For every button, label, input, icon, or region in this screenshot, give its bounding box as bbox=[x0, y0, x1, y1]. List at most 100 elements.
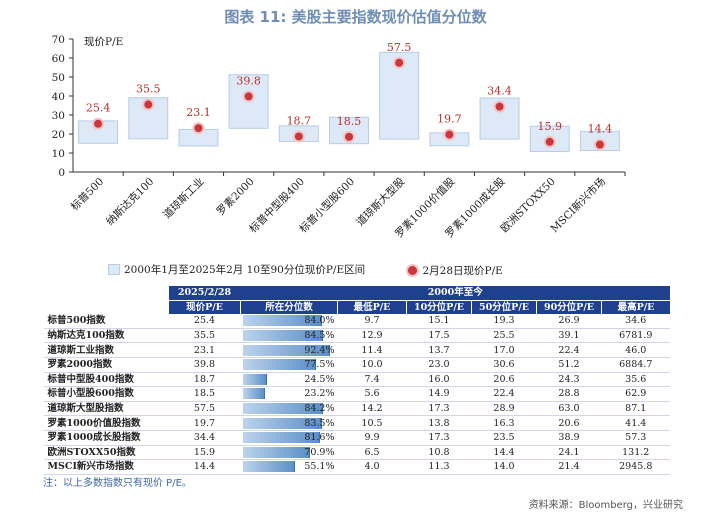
valuation-table: 2025/2/28 2000年至今 现价P/E 所在分位数 最低P/E 10分位… bbox=[43, 286, 670, 475]
percentile-bar-fill bbox=[242, 344, 331, 356]
cell-min: 10.5 bbox=[337, 415, 407, 431]
y-tick-label: 0 bbox=[58, 167, 65, 179]
cell-pe: 25.4 bbox=[168, 314, 241, 329]
cell-pct: 92.4% bbox=[240, 342, 338, 358]
cell-max: 35.6 bbox=[601, 372, 670, 388]
x-tick-label: 纳斯达克100 bbox=[103, 175, 156, 228]
y-axis-label: 现价P/E bbox=[84, 36, 123, 48]
percentile-bar: 83.5% bbox=[242, 417, 337, 430]
y-tick-label: 70 bbox=[52, 34, 65, 46]
y-axis: 0 10 20 30 40 50 60 70 bbox=[52, 34, 625, 179]
cell-p10: 17.3 bbox=[406, 401, 472, 417]
cell-max: 6781.9 bbox=[601, 328, 670, 344]
percentile-label: 55.1% bbox=[304, 461, 335, 473]
cell-pe: 18.7 bbox=[168, 372, 241, 388]
cell-p90: 63.0 bbox=[536, 401, 602, 417]
y-tick-label: 60 bbox=[52, 53, 65, 65]
cell-max: 131.2 bbox=[601, 445, 670, 461]
cell-name: 纳斯达克100指数 bbox=[43, 328, 169, 344]
cell-p90: 51.2 bbox=[536, 357, 602, 373]
legend-range-label: 2000年1月至2025年2月 10至90分位现价P/E区间 bbox=[124, 264, 366, 276]
cell-pe: 34.4 bbox=[168, 430, 241, 446]
x-tick-label: 道琼斯工业 bbox=[160, 175, 206, 221]
current-value-label: 19.7 bbox=[437, 113, 462, 126]
percentile-bar-fill bbox=[242, 330, 323, 342]
percentile-label: 84.5% bbox=[304, 330, 335, 342]
cell-pct: 84.5% bbox=[240, 328, 338, 344]
cell-p90: 28.8 bbox=[536, 386, 602, 402]
figure-title: 图表 11: 美股主要指数现价估值分位数 bbox=[224, 8, 487, 26]
current-point bbox=[94, 119, 103, 128]
table-corner bbox=[43, 286, 169, 301]
cell-min: 6.5 bbox=[337, 445, 407, 461]
y-tick-label: 30 bbox=[52, 110, 65, 122]
current-value-label: 23.1 bbox=[186, 106, 211, 119]
cell-min: 7.4 bbox=[337, 372, 407, 388]
cell-p50: 14.0 bbox=[471, 459, 537, 475]
cell-p50: 28.9 bbox=[471, 401, 537, 417]
cell-pct: 84.0% bbox=[240, 314, 338, 329]
x-tick-label: 罗素2000 bbox=[214, 175, 257, 218]
cell-max: 62.9 bbox=[601, 386, 670, 402]
table-row: 欧洲STOXX50指数 15.9 70.9% 6.5 10.8 14.4 24.1 131.2 bbox=[43, 445, 670, 461]
header-col-max: 最高P/E bbox=[601, 300, 670, 315]
header-col-p50: 50分位P/E bbox=[471, 300, 537, 315]
percentile-label: 84.2% bbox=[304, 403, 335, 415]
cell-name: 罗素2000指数 bbox=[43, 357, 169, 373]
percentile-label: 23.2% bbox=[304, 388, 335, 400]
cell-p90: 26.9 bbox=[536, 314, 602, 329]
percentile-label: 92.4% bbox=[304, 344, 335, 356]
cell-p50: 17.0 bbox=[471, 342, 537, 358]
percentile-bar-fill bbox=[242, 373, 267, 385]
y-tick-label: 50 bbox=[52, 72, 65, 84]
cell-max: 87.1 bbox=[601, 401, 670, 417]
cell-p90: 22.4 bbox=[536, 342, 602, 358]
current-point bbox=[495, 102, 504, 111]
cell-min: 5.6 bbox=[337, 386, 407, 402]
cell-name: 标普中型股400指数 bbox=[43, 372, 169, 388]
percentile-bar-fill bbox=[242, 388, 266, 400]
percentile-bar: 84.2% bbox=[242, 402, 337, 415]
cell-p50: 19.3 bbox=[471, 314, 537, 329]
current-value-label: 18.5 bbox=[337, 115, 362, 128]
x-tick-label: 标普500 bbox=[68, 175, 106, 213]
cell-p10: 10.8 bbox=[406, 445, 472, 461]
cell-p50: 16.3 bbox=[471, 415, 537, 431]
cell-p90: 20.6 bbox=[536, 415, 602, 431]
current-point bbox=[294, 132, 303, 141]
current-value-label: 18.7 bbox=[287, 114, 312, 127]
footnote: 注：以上多数指数只有现价 P/E。 bbox=[43, 478, 192, 489]
cell-min: 14.2 bbox=[337, 401, 407, 417]
cell-pe: 23.1 bbox=[168, 342, 241, 358]
cell-p90: 38.9 bbox=[536, 430, 602, 446]
source-note: 资料来源：Bloomberg，兴业研究 bbox=[528, 500, 683, 511]
percentile-bar: 84.5% bbox=[242, 329, 337, 342]
range-bar bbox=[128, 97, 169, 140]
y-tick-label: 40 bbox=[52, 91, 65, 103]
table-row: MSCI新兴市场指数 14.4 55.1% 4.0 11.3 14.0 21.4 2945.8 bbox=[43, 459, 670, 475]
header-col-p90: 90分位P/E bbox=[536, 300, 602, 315]
cell-min: 12.9 bbox=[337, 328, 407, 344]
cell-min: 4.0 bbox=[337, 459, 407, 475]
x-tick-label: 道琼斯大型股 bbox=[354, 175, 408, 229]
percentile-label: 70.9% bbox=[304, 446, 335, 458]
header-col-p10: 10分位P/E bbox=[406, 300, 472, 315]
cell-pct: 24.5% bbox=[240, 372, 338, 388]
cell-name: 欧洲STOXX50指数 bbox=[43, 445, 169, 461]
current-value-label: 14.4 bbox=[588, 123, 613, 136]
cell-p10: 16.0 bbox=[406, 372, 472, 388]
cell-pe: 14.4 bbox=[168, 459, 241, 475]
cell-p10: 14.9 bbox=[406, 386, 472, 402]
cell-min: 9.7 bbox=[337, 314, 407, 329]
cell-pct: 77.5% bbox=[240, 357, 338, 373]
cell-name: 罗素1000价值股指数 bbox=[43, 415, 169, 431]
percentile-label: 77.5% bbox=[304, 359, 335, 371]
percentile-bar: 23.2% bbox=[242, 387, 337, 400]
table-row: 道琼斯大型股指数 57.5 84.2% 14.2 17.3 28.9 63.0 87.1 bbox=[43, 401, 670, 417]
cell-pct: 55.1% bbox=[240, 459, 338, 475]
percentile-label: 81.6% bbox=[304, 432, 335, 444]
cell-pe: 39.8 bbox=[168, 357, 241, 373]
cell-p50: 20.6 bbox=[471, 372, 537, 388]
table-row: 标普小型股600指数 18.5 23.2% 5.6 14.9 22.4 28.8 62.9 bbox=[43, 386, 670, 402]
